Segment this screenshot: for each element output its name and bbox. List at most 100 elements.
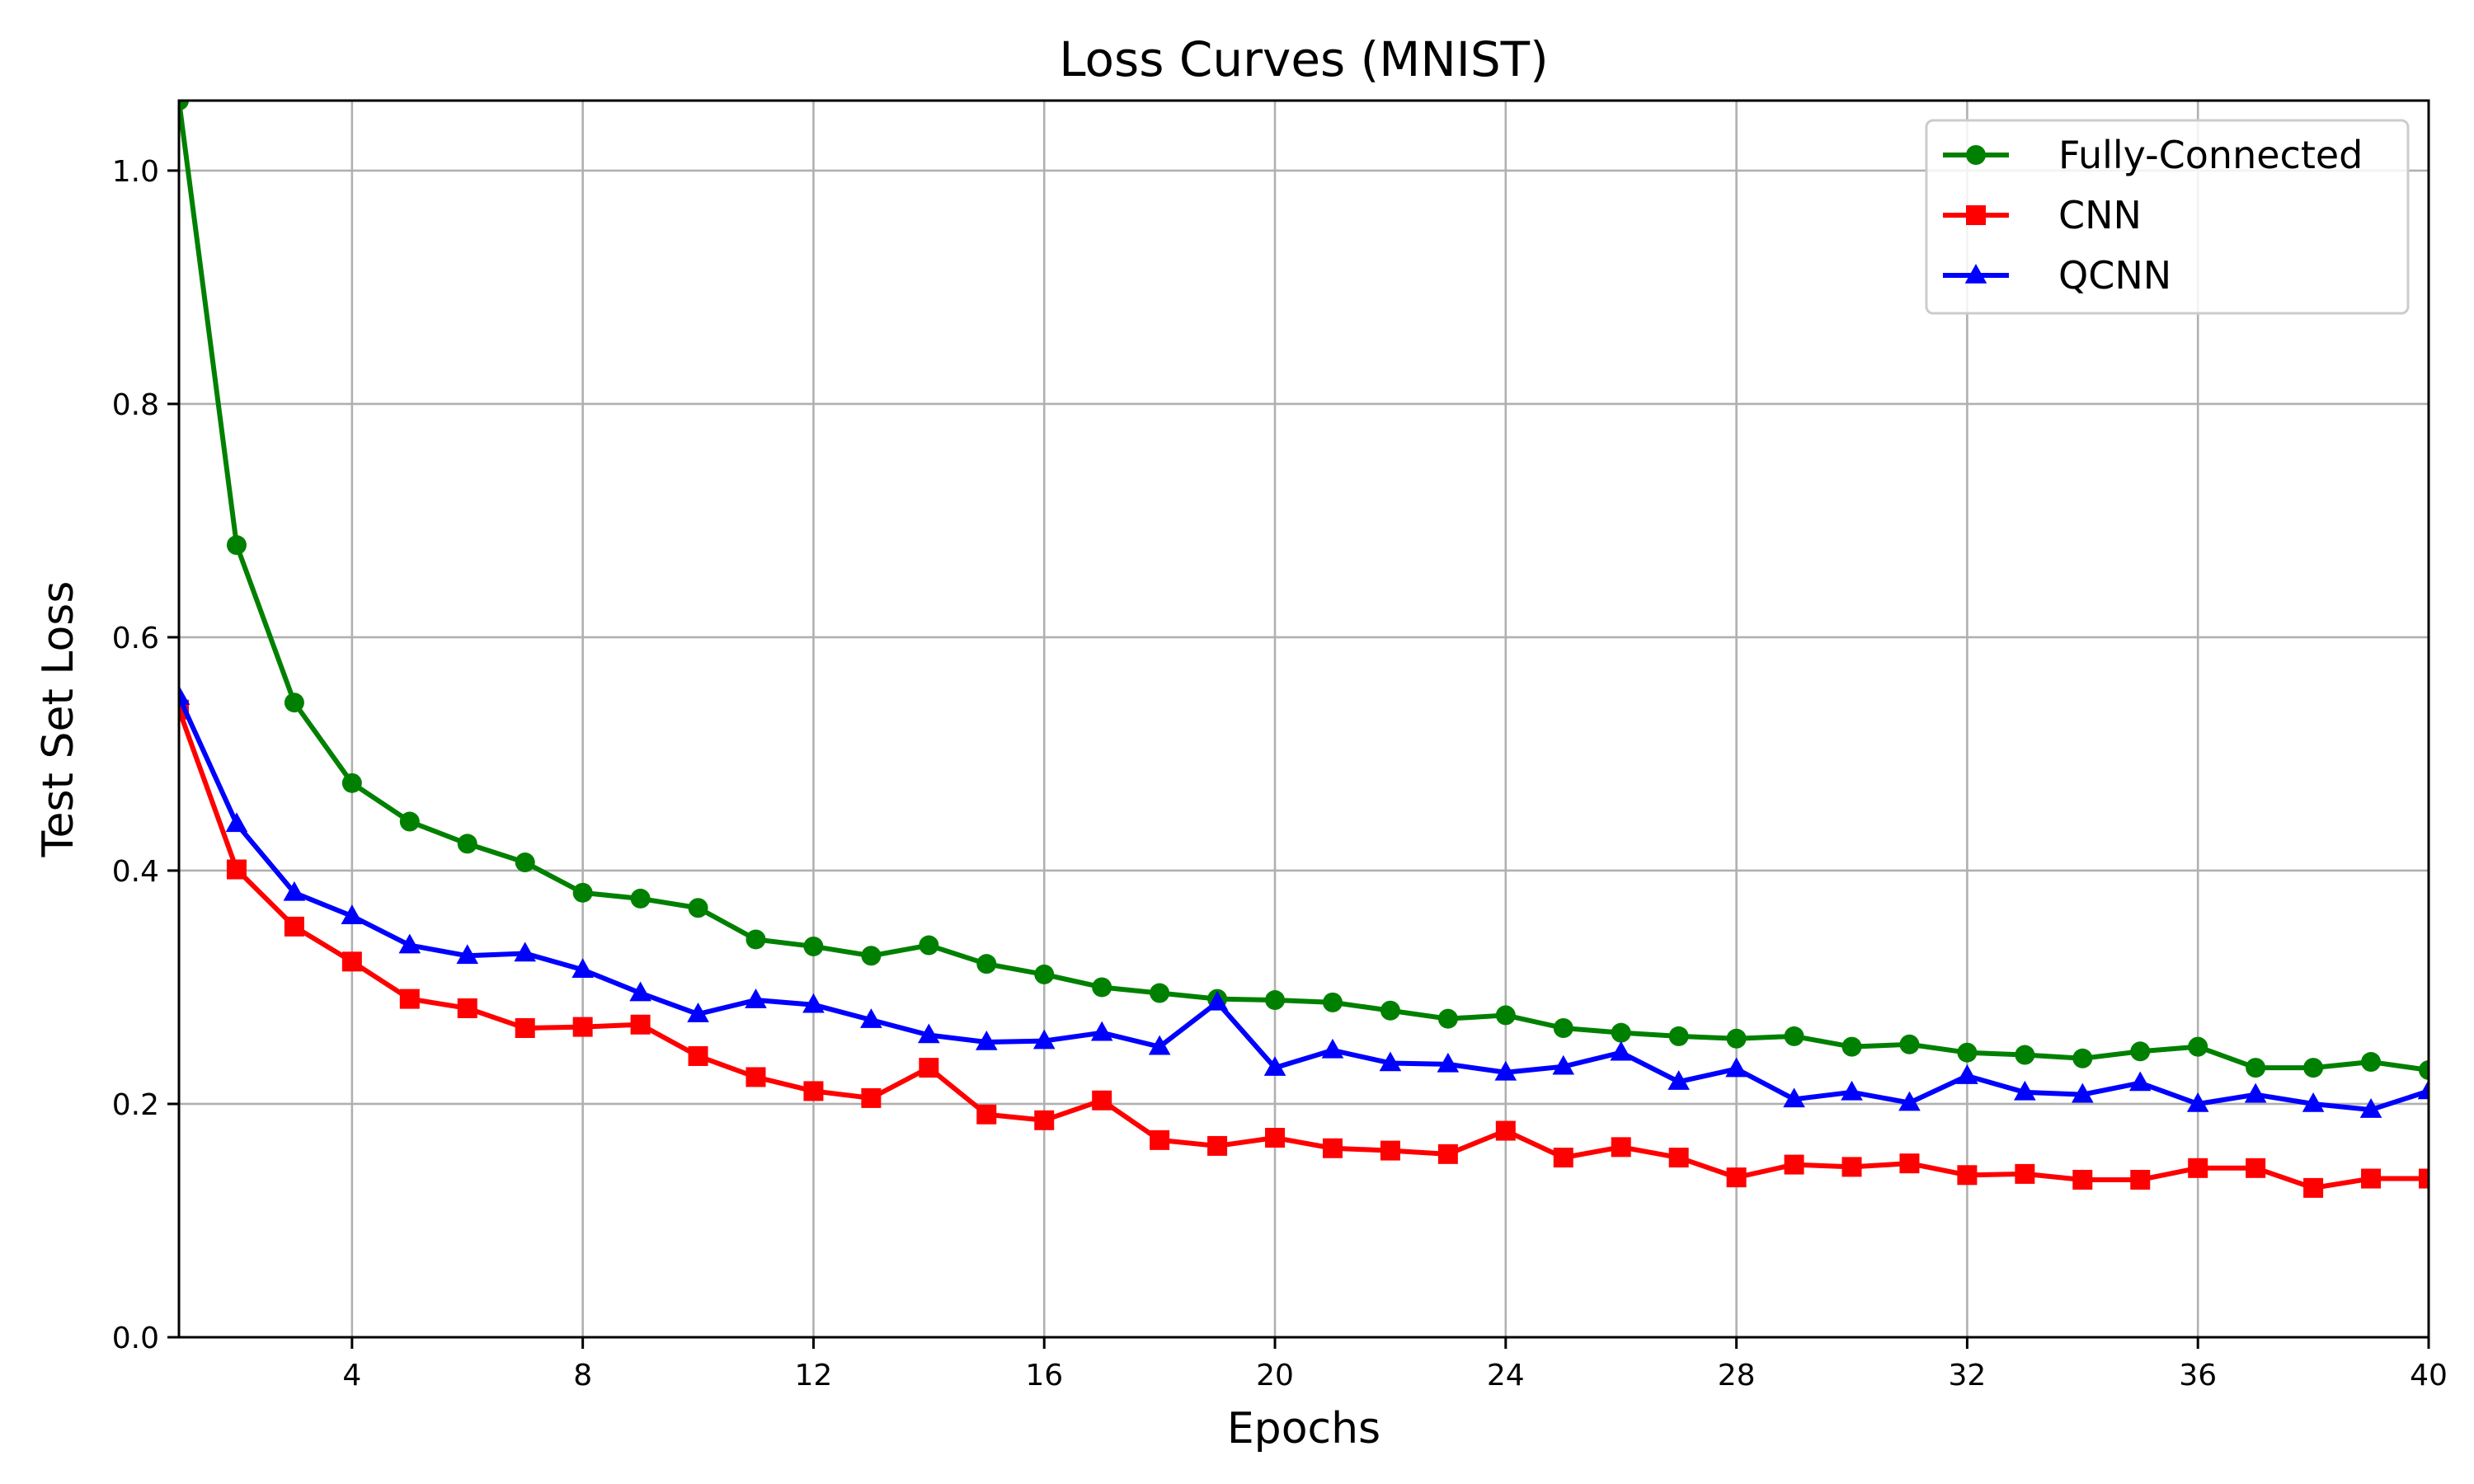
- fully-connected-line: [179, 101, 2429, 1073]
- fully-connected-point: [2072, 1048, 2093, 1068]
- qcnn-point: [2302, 1092, 2325, 1112]
- qcnn-point: [283, 881, 306, 901]
- legend-label: Fully-Connected: [2058, 133, 2363, 177]
- legend-marker: [1964, 264, 1987, 284]
- qcnn-point: [1379, 1051, 1402, 1072]
- qcnn-point: [745, 989, 767, 1008]
- cnn-point: [341, 951, 362, 972]
- fully-connected-point: [745, 929, 766, 950]
- cnn-point: [226, 859, 247, 880]
- fully-connected-point: [630, 888, 651, 909]
- chart-title: Loss Curves (MNIST): [1059, 31, 1548, 87]
- cnn-point: [1437, 1144, 1458, 1164]
- fully-connected-point: [1553, 1018, 1573, 1038]
- cnn-point: [2246, 1158, 2266, 1178]
- fully-connected-point: [1899, 1034, 1920, 1054]
- qcnn-point: [1956, 1064, 1978, 1084]
- fully-connected-point: [2130, 1041, 2151, 1062]
- qcnn-point: [2186, 1092, 2209, 1112]
- legend-item-qcnn: QCNN: [1943, 253, 2171, 298]
- fully-connected-point: [2015, 1045, 2035, 1065]
- cnn-point: [1495, 1120, 1516, 1141]
- qcnn-point: [1148, 1035, 1171, 1055]
- x-axis-label: Epochs: [1227, 1404, 1380, 1453]
- fully-connected-point: [976, 954, 997, 974]
- cnn-point: [2015, 1163, 2035, 1184]
- series-layer: [179, 101, 2429, 1198]
- qcnn-point: [2072, 1082, 2094, 1103]
- x-tick-label: 4: [342, 1359, 361, 1392]
- fully-connected-point: [2246, 1058, 2266, 1078]
- cnn-point: [2072, 1169, 2093, 1190]
- y-axis-label: Test Set Loss: [34, 581, 83, 858]
- qcnn-point: [1841, 1080, 1863, 1101]
- x-tick-label: 28: [1718, 1359, 1756, 1392]
- cnn-point: [1207, 1135, 1228, 1156]
- x-tick-label: 16: [1025, 1359, 1063, 1392]
- legend-marker: [1966, 205, 1986, 225]
- legend-item-cnn: CNN: [1943, 193, 2142, 237]
- qcnn-point: [1610, 1040, 1633, 1061]
- cnn-line: [179, 707, 2429, 1190]
- fully-connected-point: [457, 834, 477, 854]
- fully-connected-point: [1784, 1026, 1804, 1046]
- qcnn-point: [179, 685, 190, 705]
- qcnn-line: [179, 694, 2429, 1113]
- qcnn-point: [398, 933, 421, 954]
- cnn-point: [1092, 1090, 1112, 1111]
- qcnn-point: [1090, 1021, 1113, 1041]
- legend-item-fully-connected: Fully-Connected: [1943, 133, 2363, 177]
- cnn-point: [572, 1017, 593, 1037]
- cnn-point: [2419, 1168, 2429, 1189]
- fully-connected-point: [2361, 1052, 2382, 1073]
- cnn-point: [1034, 1110, 1055, 1130]
- fully-connected-point: [2419, 1059, 2429, 1080]
- cnn-point: [1957, 1165, 1978, 1186]
- x-tick-label: 20: [1256, 1359, 1294, 1392]
- fully-connected-point: [1322, 992, 1343, 1012]
- cnn-point: [919, 1058, 939, 1078]
- plot-frame: [177, 99, 2430, 1339]
- cnn-point: [630, 1014, 651, 1035]
- qcnn-point: [1667, 1070, 1690, 1090]
- cnn-point: [1380, 1140, 1400, 1161]
- fully-connected-point: [1437, 1008, 1458, 1029]
- cnn-point: [1322, 1138, 1343, 1158]
- qcnn-point: [2244, 1082, 2267, 1103]
- fully-connected-point: [341, 773, 362, 793]
- fully-connected-point: [572, 882, 593, 903]
- cnn-point: [457, 998, 477, 1018]
- qcnn-point: [341, 904, 364, 924]
- legend-label: QCNN: [2058, 253, 2171, 298]
- cnn-point: [861, 1087, 882, 1108]
- fully-connected-point: [1611, 1022, 1631, 1043]
- cnn-point: [1668, 1148, 1689, 1168]
- qcnn-point: [860, 1008, 882, 1028]
- fully-connected-point: [1495, 1005, 1516, 1026]
- y-tick-label: 0.8: [112, 388, 159, 422]
- fully-connected-point: [1668, 1026, 1689, 1046]
- legend-label: CNN: [2058, 193, 2142, 237]
- qcnn-point: [571, 958, 594, 979]
- cnn-point: [2130, 1169, 2151, 1190]
- fully-connected-point: [1957, 1042, 1978, 1063]
- x-tick-label: 8: [573, 1359, 592, 1392]
- fully-connected-point: [688, 898, 708, 918]
- cnn-point: [1841, 1157, 1862, 1177]
- legend: Fully-Connected CNN QCNN: [1925, 119, 2410, 315]
- qcnn-point: [1725, 1057, 1747, 1078]
- cnn-point: [803, 1081, 824, 1101]
- fully-connected-point: [803, 936, 824, 956]
- cnn-point: [688, 1045, 708, 1066]
- cnn-point: [1150, 1129, 1170, 1150]
- cnn-point: [1899, 1153, 1920, 1174]
- fully-connected-point: [515, 852, 535, 873]
- y-tick-label: 0.6: [112, 622, 159, 655]
- axis-ticks: 4 8 12 16 20 24 28 32 36 40 0.0 0.2 0.4 0.6 0.8 1.0: [112, 155, 2448, 1392]
- x-tick-label: 12: [795, 1359, 833, 1392]
- qcnn-point: [1321, 1038, 1344, 1059]
- cnn-point: [976, 1104, 997, 1125]
- legend-items: Fully-Connected CNN QCNN: [1943, 133, 2363, 298]
- fully-connected-point: [399, 811, 420, 832]
- x-tick-label: 40: [2410, 1359, 2448, 1392]
